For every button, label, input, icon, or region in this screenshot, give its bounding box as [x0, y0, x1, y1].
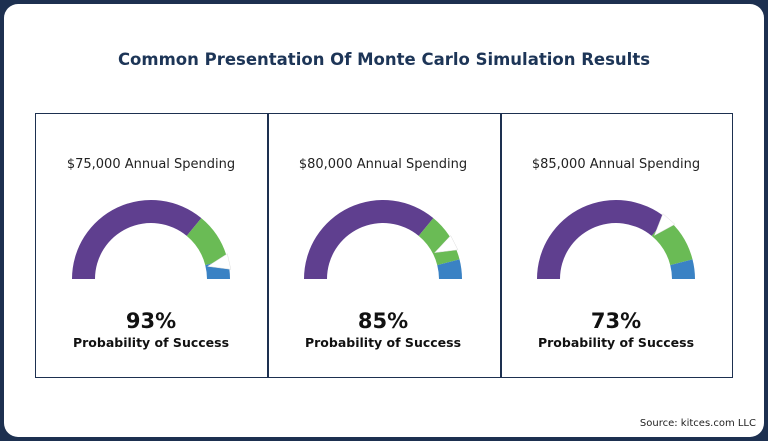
- gauge-pointer: [434, 235, 459, 254]
- gauge-value: 85%: [357, 309, 409, 333]
- gauge-zone-3: [670, 259, 695, 279]
- panels-border: [35, 113, 733, 378]
- gauge: [72, 200, 232, 279]
- source-note: Source: kitces.com LLC: [639, 418, 756, 429]
- gauge-pointer: [653, 213, 676, 237]
- gauge-pointer: [206, 253, 232, 270]
- divider: [267, 113, 269, 378]
- gauge-label: Probability of Success: [537, 335, 695, 350]
- gauge-title: $75,000 Annual Spending: [66, 157, 236, 172]
- chart-title: Common Presentation Of Monte Carlo Simul…: [117, 50, 651, 69]
- gauge-label: Probability of Success: [304, 335, 462, 350]
- gauge-panel-2: $80,000 Annual Spending 85% Probability …: [267, 113, 499, 378]
- gauge-title: $80,000 Annual Spending: [298, 157, 468, 172]
- gauge-zone-1: [72, 200, 202, 279]
- gauge-zone-2: [418, 218, 460, 266]
- gauge-zone-2: [186, 218, 228, 266]
- gauge-zone-1: [537, 200, 667, 279]
- gauge-panel-3: $85,000 Annual Spending 73% Probability …: [500, 113, 732, 378]
- gauge-value: 73%: [590, 309, 642, 333]
- gauge-title: $85,000 Annual Spending: [531, 157, 701, 172]
- gauge: [537, 200, 695, 279]
- gauge-label: Probability of Success: [72, 335, 230, 350]
- divider: [500, 113, 502, 378]
- gauge-value: 93%: [125, 309, 177, 333]
- gauge-panel-1: $75,000 Annual Spending 93% Probability …: [35, 113, 267, 378]
- gauge-zone-1: [304, 200, 434, 279]
- gauge-zone-3: [437, 259, 462, 279]
- gauge: [304, 200, 462, 279]
